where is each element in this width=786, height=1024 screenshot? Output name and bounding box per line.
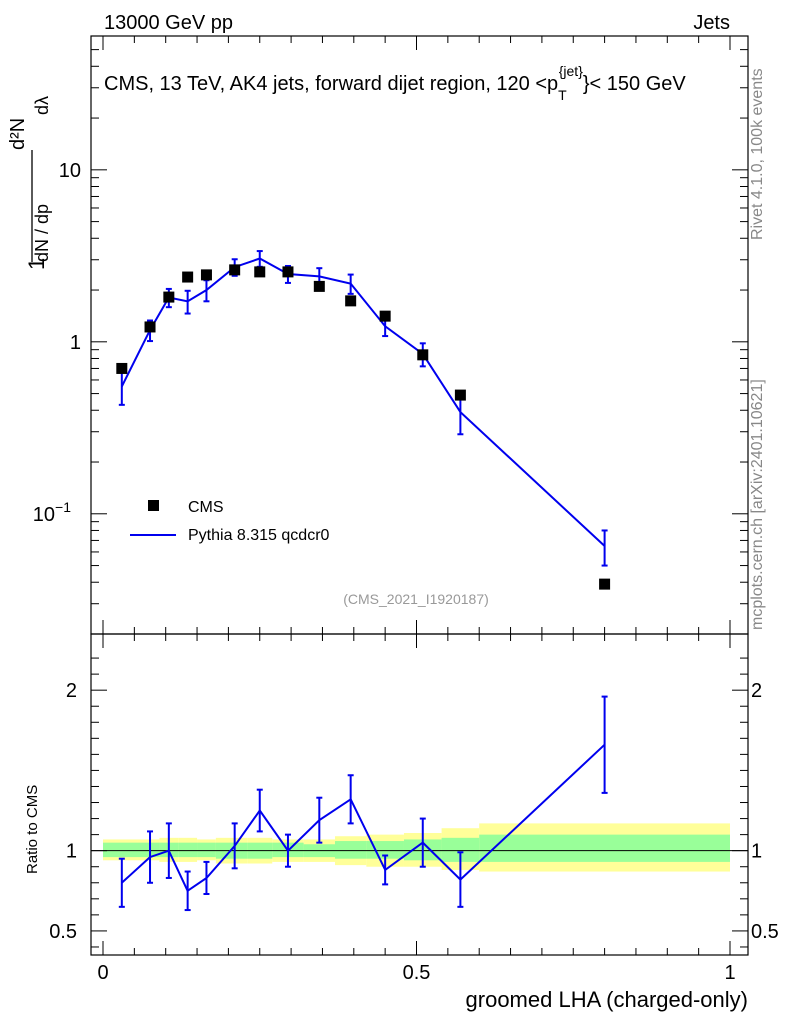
y-tick-label: 1 <box>70 332 81 354</box>
axes-frames <box>90 35 749 956</box>
x-tick-label: 0 <box>97 962 108 984</box>
cms-data-point <box>417 349 429 361</box>
y-axis-label-one: 1 <box>24 258 49 270</box>
plot-title: CMS, 13 TeV, AK4 jets, forward dijet reg… <box>104 63 686 103</box>
cms-data-point <box>200 269 212 281</box>
mcplots-source-label: mcplots.cern.ch [arXiv:2401.10621] <box>749 379 766 630</box>
legend-pythia-label: Pythia 8.315 qcdcr0 <box>188 527 330 544</box>
band-inner-segment <box>197 842 216 858</box>
ratio-uncertainty-bands <box>91 823 748 872</box>
data-series <box>116 250 611 912</box>
ratio-y-tick-label: 2 <box>66 680 77 702</box>
band-inner-segment <box>479 834 730 862</box>
cms-data-point <box>144 321 156 333</box>
band-inner-segment <box>137 842 160 858</box>
axis-ticks: 0 0.5 1 10−1 1 10 0.5 0.5 1 1 2 2 <box>33 35 779 984</box>
ratio-line <box>121 743 606 893</box>
cms-data-point <box>313 280 325 292</box>
ratio-y-tick-label-right: 2 <box>751 680 762 702</box>
y-axis-label-denominator: dN / dp <box>32 204 52 262</box>
ratio-panel-frame <box>90 633 749 956</box>
y-axis-label: 1 dN / dp d²N dλ <box>7 96 52 270</box>
cms-data-point <box>345 295 357 307</box>
legend-cms-label: CMS <box>188 499 224 516</box>
y-axis-label-dlambda: dλ <box>32 96 52 115</box>
energy-label: 13000 GeV pp <box>104 12 233 34</box>
ratio-y-axis-label: Ratio to CMS <box>24 785 41 874</box>
cms-data-point <box>182 271 194 283</box>
analysis-id: (CMS_2021_I1920187) <box>343 591 489 607</box>
main-panel-frame <box>90 35 749 635</box>
ratio-y-tick-label-right: 1 <box>751 841 762 863</box>
rivet-version-label: Rivet 4.1.0, 100k events <box>749 68 766 240</box>
cms-data-point <box>163 291 175 303</box>
legend-cms-marker <box>148 500 159 511</box>
ratio-y-tick-label-right: 0.5 <box>751 921 779 943</box>
cms-data-point <box>454 389 466 401</box>
band-inner-segment <box>366 841 404 859</box>
cms-data-point <box>229 264 241 276</box>
band-inner-segment <box>178 842 198 858</box>
y-axis-label-numerator: d²N <box>7 118 29 150</box>
ratio-y-tick-label: 0.5 <box>49 921 77 943</box>
cms-data-point <box>282 266 294 278</box>
band-inner-segment <box>334 841 367 859</box>
y-tick-label: 10−1 <box>33 499 71 526</box>
legend: CMS Pythia 8.315 qcdcr0 <box>130 499 330 544</box>
ratio-y-tick-label: 1 <box>66 841 77 863</box>
cms-data-point <box>116 362 128 374</box>
cms-data-point <box>379 310 391 322</box>
band-inner-segment <box>103 842 138 858</box>
category-label: Jets <box>693 12 730 34</box>
cms-data-point <box>254 266 266 278</box>
x-tick-label: 1 <box>724 962 735 984</box>
x-axis-label: groomed LHA (charged-only) <box>466 987 748 1012</box>
cms-data-point <box>599 578 611 590</box>
y-tick-label: 10 <box>59 160 81 182</box>
x-tick-label: 0.5 <box>403 962 431 984</box>
